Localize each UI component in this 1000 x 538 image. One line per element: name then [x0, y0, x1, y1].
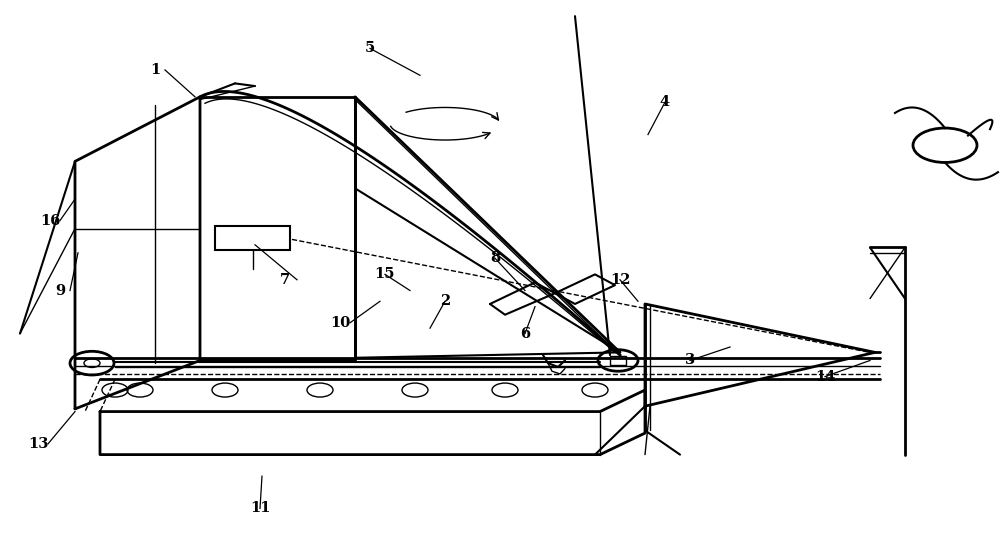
- Bar: [215, 226, 290, 250]
- Text: 13: 13: [28, 437, 48, 451]
- Text: 2: 2: [440, 294, 450, 308]
- Text: 9: 9: [55, 284, 65, 298]
- Text: 4: 4: [660, 95, 670, 109]
- Text: 6: 6: [520, 327, 530, 341]
- Circle shape: [598, 350, 638, 371]
- Circle shape: [70, 351, 114, 375]
- Text: 15: 15: [375, 267, 395, 281]
- Text: 11: 11: [250, 501, 270, 515]
- Text: 5: 5: [365, 41, 375, 55]
- Circle shape: [913, 128, 977, 162]
- Bar: [610, 356, 626, 365]
- Text: 3: 3: [685, 353, 695, 367]
- Text: 1: 1: [150, 63, 160, 77]
- Circle shape: [84, 359, 100, 367]
- Text: 14: 14: [815, 370, 835, 384]
- Text: 8: 8: [490, 251, 500, 265]
- Text: 12: 12: [610, 273, 630, 287]
- Text: 7: 7: [280, 273, 290, 287]
- Text: 16: 16: [40, 214, 60, 228]
- Text: 10: 10: [330, 316, 350, 330]
